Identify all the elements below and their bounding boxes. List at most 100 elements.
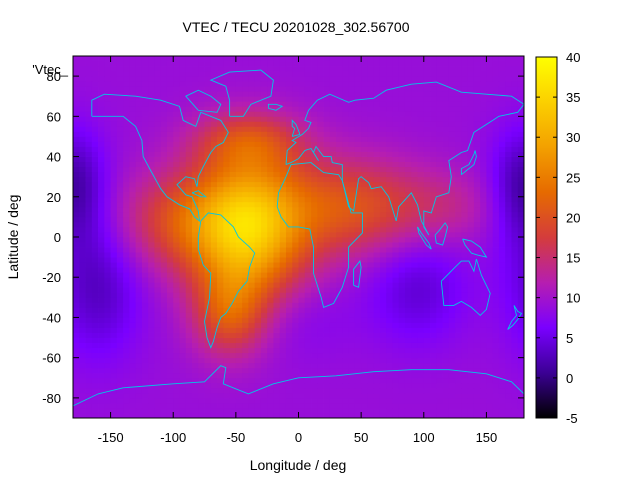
heatmap-cell [442, 272, 450, 278]
heatmap-cell [285, 407, 293, 414]
heatmap-cell [123, 91, 130, 97]
heatmap-cell [267, 237, 274, 243]
heatmap-cell [273, 322, 281, 328]
heatmap-cell [166, 106, 174, 112]
heatmap-cell [173, 322, 180, 328]
heatmap-cell [160, 252, 168, 258]
heatmap-cell [379, 242, 387, 248]
heatmap-cell [135, 91, 143, 97]
heatmap-cell [373, 342, 381, 349]
heatmap-cell [160, 402, 168, 409]
heatmap-cell [267, 317, 274, 323]
heatmap-cell [204, 362, 212, 369]
heatmap-cell [104, 191, 111, 198]
heatmap-cell [98, 362, 105, 369]
heatmap-cell [217, 337, 224, 343]
heatmap-cell [423, 287, 431, 293]
heatmap-cell [154, 171, 162, 178]
heatmap-cell [217, 206, 224, 213]
heatmap-cell [379, 407, 387, 414]
heatmap-cell [185, 166, 193, 173]
heatmap-cell [448, 277, 456, 283]
heatmap-cell [467, 111, 475, 117]
heatmap-cell [254, 196, 262, 203]
heatmap-cell [486, 191, 494, 198]
heatmap-cell [386, 206, 393, 213]
heatmap-cell [135, 81, 143, 87]
heatmap-cell [367, 387, 375, 394]
heatmap-cell [235, 292, 243, 298]
heatmap-cell [91, 277, 99, 283]
heatmap-cell [292, 357, 299, 364]
heatmap-cell [135, 126, 143, 132]
heatmap-cell [373, 191, 381, 198]
heatmap-cell [223, 211, 230, 218]
heatmap-cell [279, 226, 287, 233]
heatmap-cell [311, 357, 318, 364]
heatmap-cell [123, 307, 130, 313]
heatmap-cell [323, 242, 331, 248]
heatmap-cell [110, 262, 118, 268]
heatmap-cell [373, 101, 381, 107]
heatmap-cell [417, 186, 425, 193]
heatmap-cell [179, 352, 187, 359]
heatmap-cell [279, 151, 287, 157]
heatmap-cell [436, 347, 443, 354]
heatmap-cell [135, 141, 143, 147]
heatmap-cell [73, 412, 80, 419]
heatmap-cell [98, 201, 105, 208]
heatmap-cell [129, 201, 137, 208]
heatmap-cell [267, 111, 274, 117]
heatmap-cell [141, 312, 149, 318]
heatmap-cell [304, 131, 312, 137]
heatmap-cell [448, 231, 456, 238]
heatmap-cell [85, 342, 93, 349]
heatmap-cell [329, 231, 337, 238]
heatmap-cell [204, 86, 212, 92]
heatmap-cell [442, 201, 450, 208]
heatmap-cell [198, 302, 205, 308]
heatmap-cell [192, 372, 199, 379]
heatmap-cell [386, 297, 393, 303]
heatmap-cell [104, 96, 111, 102]
heatmap-cell [260, 186, 268, 193]
heatmap-cell [298, 272, 306, 278]
heatmap-cell [116, 362, 124, 369]
heatmap-cell [192, 111, 199, 117]
heatmap-cell [154, 226, 162, 233]
heatmap-cell [285, 247, 293, 253]
heatmap-cell [448, 392, 456, 399]
heatmap-cell [492, 247, 500, 253]
heatmap-cell [91, 387, 99, 394]
heatmap-cell [417, 161, 425, 168]
heatmap-cell [273, 237, 281, 243]
heatmap-cell [411, 96, 418, 102]
heatmap-cell [386, 76, 393, 82]
heatmap-cell [492, 181, 500, 188]
heatmap-cell [116, 262, 124, 268]
heatmap-cell [348, 357, 356, 364]
heatmap-cell [235, 297, 243, 303]
heatmap-cell [329, 196, 337, 203]
heatmap-cell [242, 327, 249, 333]
heatmap-cell [235, 206, 243, 213]
heatmap-cell [442, 176, 450, 183]
heatmap-cell [104, 382, 111, 389]
heatmap-cell [179, 297, 187, 303]
heatmap-cell [116, 327, 124, 333]
heatmap-cell [204, 367, 212, 374]
heatmap-cell [505, 372, 512, 379]
heatmap-cell [373, 216, 381, 223]
heatmap-cell [204, 277, 212, 283]
heatmap-cell [279, 367, 287, 374]
heatmap-cell [379, 412, 387, 419]
heatmap-cell [235, 352, 243, 359]
heatmap-cell [342, 166, 350, 173]
heatmap-cell [323, 367, 331, 374]
heatmap-cell [430, 392, 437, 399]
heatmap-cell [373, 272, 381, 278]
heatmap-cell [73, 136, 80, 142]
heatmap-cell [285, 337, 293, 343]
heatmap-cell [73, 156, 80, 162]
heatmap-cell [292, 96, 299, 102]
